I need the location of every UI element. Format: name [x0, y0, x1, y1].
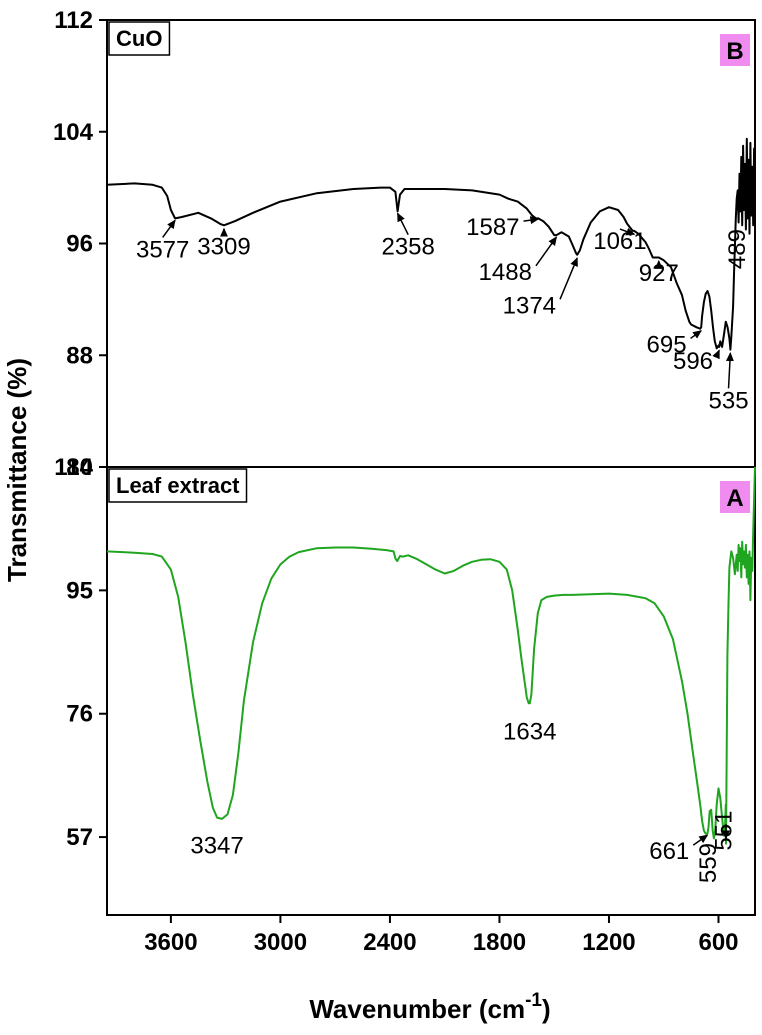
x-tick-label: 600	[698, 929, 738, 956]
peak-label-927: 927	[639, 260, 679, 287]
peak-label-rotated-551: 551	[710, 811, 737, 851]
y-tick-label-A: 57	[66, 824, 93, 851]
peak-arrow-1488	[535, 236, 558, 267]
x-axis-title-text: Wavenumber (cm	[309, 994, 525, 1024]
peak-arrow-695	[690, 330, 702, 340]
peak-arrow-1374	[559, 257, 578, 300]
peak-label-1634: 1634	[503, 719, 556, 746]
x-axis-title-close: )	[542, 994, 551, 1024]
x-tick-label: 1800	[473, 929, 526, 956]
peak-arrow-3577	[162, 219, 176, 238]
x-axis-title-superscript: -1	[525, 990, 542, 1011]
series-line-A	[106, 466, 756, 845]
y-tick-label-B: 96	[66, 231, 93, 258]
peak-label-535: 535	[709, 387, 749, 414]
panel-title-box-B	[108, 21, 171, 56]
y-tick-label-B: 104	[53, 119, 94, 146]
peak-arrow-2358	[396, 212, 409, 236]
peak-label-1587: 1587	[466, 214, 519, 241]
series-layer	[106, 137, 756, 845]
peak-label-1374: 1374	[503, 292, 556, 319]
peak-label-3309: 3309	[197, 234, 250, 261]
peak-label-596: 596	[673, 348, 713, 375]
x-axis-title: Wavenumber (cm-1)	[309, 990, 550, 1024]
peak-label-1061: 1061	[593, 228, 646, 255]
peak-arrow-661	[692, 834, 709, 846]
plot-frame: CuO B Leaf extract A	[106, 19, 756, 916]
panel-title-text-A: Leaf extract	[116, 473, 240, 498]
peak-label-rotated-489: 489	[724, 229, 751, 269]
y-tick-label-B: 88	[66, 342, 93, 369]
panel-title-box-A	[108, 468, 248, 503]
y-tick-label-A: 95	[66, 577, 93, 604]
tick-layer: 80 88 96 104 112 57 76 95 114 3600 3000 2400 1800 120…	[53, 7, 739, 956]
y-tick-label-A: 114	[54, 454, 93, 481]
peak-label-1488: 1488	[479, 259, 532, 286]
peak-label-661: 661	[649, 838, 689, 865]
peak-arrow-1587	[523, 216, 540, 225]
panel-title-text-B: CuO	[116, 26, 162, 51]
y-tick-label-B: 112	[54, 7, 93, 34]
panel-badge-B	[720, 34, 750, 66]
peak-label-rotated-559: 559	[695, 843, 722, 883]
panel-badge-letter-A: A	[726, 485, 743, 512]
y-tick-label-B: 80	[66, 454, 93, 481]
peak-label-2358: 2358	[381, 234, 434, 261]
panel-title-B: CuO	[108, 21, 171, 56]
x-tick-label: 1200	[582, 929, 635, 956]
title-layer: Transmittance (%) Wavenumber (cm-1)	[2, 358, 551, 1024]
x-tick-label: 3000	[254, 929, 307, 956]
panel-title-A: Leaf extract	[108, 468, 248, 503]
x-tick-label: 3600	[144, 929, 197, 956]
peak-arrow-1061	[619, 227, 636, 236]
x-tick-label: 2400	[363, 929, 416, 956]
y-axis-title: Transmittance (%)	[2, 358, 32, 582]
peak-label-3577: 3577	[136, 236, 189, 263]
peak-label-695: 695	[647, 331, 687, 358]
y-tick-label-A: 76	[66, 701, 93, 728]
panel-badge-letter-B: B	[726, 38, 743, 65]
peak-label-3347: 3347	[190, 832, 243, 859]
series-line-B	[106, 137, 756, 351]
peak-arrow-535	[725, 352, 734, 389]
panel-badge-A	[720, 481, 750, 513]
peak-arrow-596	[712, 349, 720, 360]
